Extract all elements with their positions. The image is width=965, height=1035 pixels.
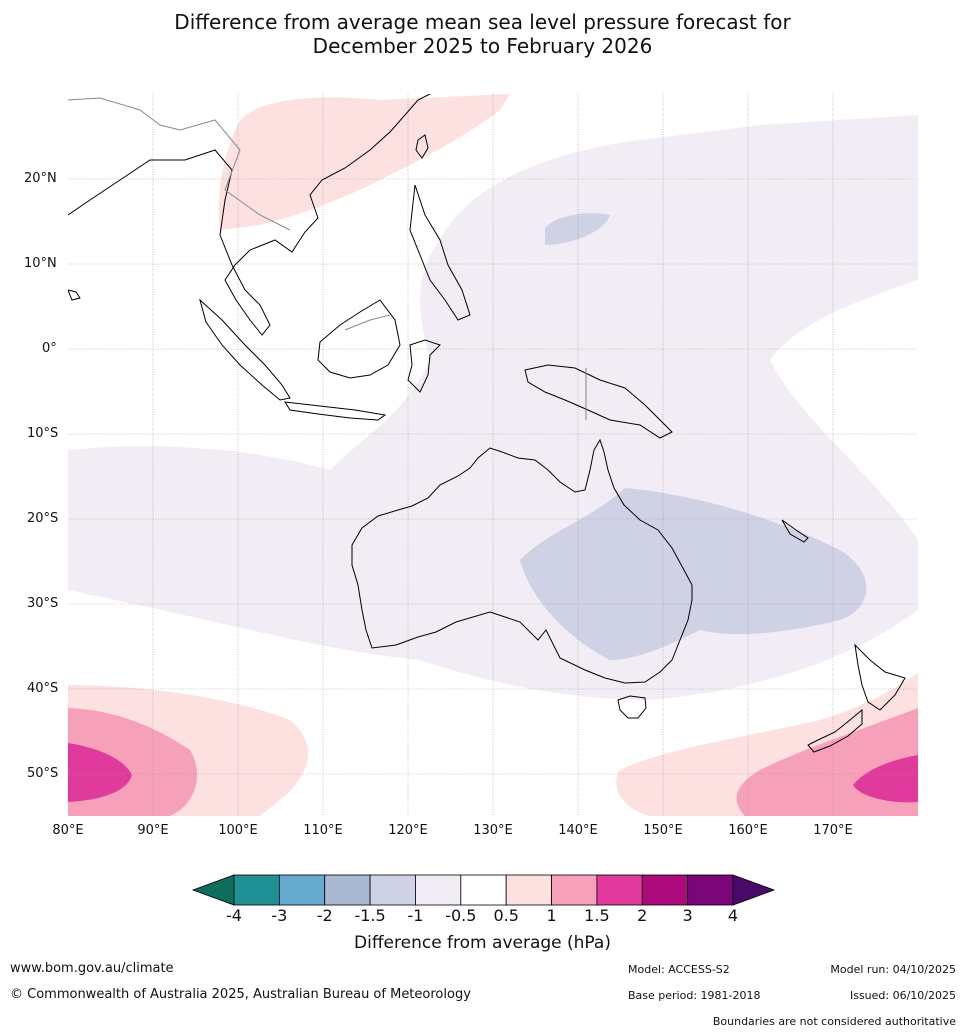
tasmania-coastline: [617, 695, 647, 719]
colorbar-box: [324, 874, 371, 906]
borders: [68, 97, 587, 420]
sumatra-coastline: [199, 298, 291, 401]
colorbar-tick-label: -1: [407, 906, 424, 925]
australia-coastline: [351, 438, 693, 684]
anomaly-region-lavender-north: [545, 213, 610, 245]
graticule: [68, 94, 918, 816]
lat-label-40s: 40°S: [27, 681, 59, 696]
lon-label-120e: 120°E: [388, 823, 428, 838]
anomaly-region-magenta-southeast: [853, 755, 918, 803]
lat-label-50s: 50°S: [27, 766, 59, 781]
colorbar-box: [415, 874, 462, 906]
colorbar-extend-low: [191, 874, 235, 906]
colorbar-tick-label: -1.5: [354, 906, 386, 925]
lat-label-10n: 10°N: [24, 256, 57, 271]
lon-label-90e: 90°E: [137, 823, 169, 838]
taiwan-coastline: [415, 134, 429, 159]
colorbar-extend-high: [732, 874, 776, 906]
lon-label-160e: 160°E: [728, 823, 768, 838]
colorbar-box: [687, 874, 734, 906]
colorbar-tick-label: 4: [727, 906, 739, 925]
title-line-1: Difference from average mean sea level p…: [174, 10, 791, 34]
colorbar-tick-label: -2: [316, 906, 333, 925]
new-guinea-coastline: [524, 364, 673, 439]
title-line-2: December 2025 to February 2026: [312, 34, 653, 58]
footer-website: www.bom.gov.au/climate: [10, 961, 174, 976]
lat-label-30s: 30°S: [27, 596, 59, 611]
colorbar-tick-label: 1: [546, 906, 557, 925]
footer-disclaimer: Boundaries are not considered authoritat…: [712, 1015, 956, 1028]
lon-label-150e: 150°E: [643, 823, 683, 838]
footer-issued: Issued: 06/10/2025: [849, 989, 956, 1002]
sri-lanka-coastline: [68, 289, 81, 301]
lon-label-100e: 100°E: [218, 823, 258, 838]
lon-label-80e: 80°E: [52, 823, 84, 838]
colorbar-tick-label: 2: [637, 906, 648, 925]
colorbar-title: Difference from average (hPa): [354, 933, 611, 953]
asia-mainland-coastline: [68, 94, 431, 336]
lon-label-130e: 130°E: [473, 823, 513, 838]
new-caledonia-coastline: [781, 519, 809, 543]
footer-model-run: Model run: 04/10/2025: [830, 963, 956, 976]
colorbar-box: [641, 874, 689, 906]
colorbar-tick-label: 1.5: [584, 906, 610, 925]
footer-base-period: Base period: 1981-2018: [628, 989, 761, 1002]
borneo-coastline: [317, 299, 401, 379]
lat-label-20n: 20°N: [24, 171, 57, 186]
lat-label-10s: 10°S: [27, 426, 59, 441]
lon-label-170e: 170°E: [813, 823, 853, 838]
new-zealand-south-coastline: [807, 708, 863, 753]
footer-copyright: © Commonwealth of Australia 2025, Austra…: [10, 987, 471, 1002]
lon-label-140e: 140°E: [558, 823, 598, 838]
colorbar-tick-label: 0.5: [493, 906, 519, 925]
colorbar-box: [551, 874, 598, 906]
colorbar-box: [505, 874, 552, 906]
colorbar-box: [369, 874, 416, 906]
philippines-coastline: [409, 184, 471, 321]
colorbar-box: [278, 874, 326, 906]
colorbar-box: [460, 874, 507, 906]
colorbar-box: [596, 874, 643, 906]
java-coastline: [284, 401, 387, 421]
anomaly-region-magenta-southwest: [68, 743, 132, 802]
lat-label-equator: 0°: [42, 341, 57, 356]
colorbar-tick-label: -4: [226, 906, 242, 925]
sulawesi-coastline: [407, 339, 441, 393]
chart-title: Difference from average mean sea level p…: [0, 10, 965, 58]
colorbar-tick-label: -0.5: [445, 906, 477, 925]
coastlines: [68, 94, 906, 753]
new-zealand-north-coastline: [854, 643, 906, 711]
lat-label-20s: 20°S: [27, 511, 59, 526]
colorbar-tick-label: -3: [271, 906, 288, 925]
anomaly-region-light-pink-asia: [218, 94, 511, 230]
lon-label-110e: 110°E: [303, 823, 343, 838]
colorbar-box: [233, 874, 280, 906]
footer-model: Model: ACCESS-S2: [628, 963, 730, 976]
colorbar-tick-label: 3: [682, 906, 693, 925]
anomaly-region-lavender-australia: [520, 488, 867, 660]
